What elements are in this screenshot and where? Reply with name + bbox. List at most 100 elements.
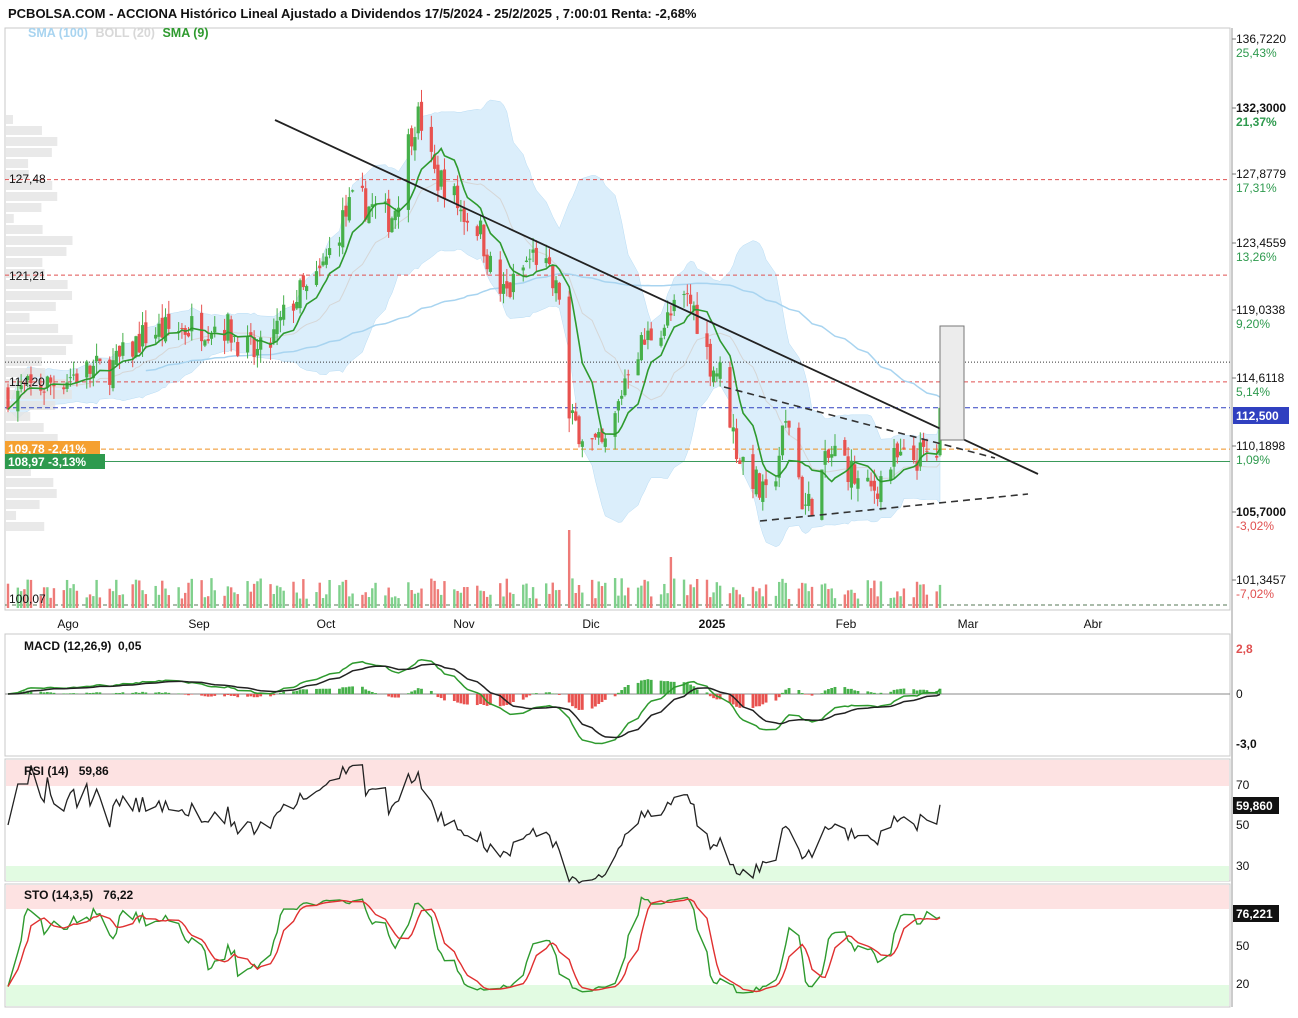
macd-histogram-bar [407,693,410,694]
macd-histogram-bar [545,692,548,694]
candle-body [568,297,571,419]
candle-body [430,127,433,152]
macd-histogram-bar [207,694,210,697]
volume-bar [46,587,48,608]
legend-boll[interactable]: BOLL (20) [95,26,155,40]
candle-body [275,321,278,334]
candle-body [912,446,915,460]
volume-profile-bar [5,192,57,201]
candle-body [351,190,354,191]
macd-histogram-bar [371,692,374,694]
legend-sma9[interactable]: SMA (9) [162,26,208,40]
candle-body [709,344,712,377]
macd-histogram-bar [870,692,873,694]
macd-histogram-bar [528,694,531,695]
macd-histogram-bar [397,694,400,698]
volume-bar [831,588,833,608]
volume-bar [798,589,800,608]
candle-body [131,341,134,356]
candle-body [49,377,52,382]
volume-bar [742,597,744,608]
volume-profile-bar [5,203,41,212]
macd-histogram-bar [896,689,899,694]
macd-histogram-bar [548,692,551,694]
volume-bar [351,593,353,608]
price-tick-label: 136,7220 [1236,32,1286,46]
volume-bar [191,579,193,608]
volume-bar [253,584,255,608]
candle-body [508,282,511,296]
candle-body [735,428,738,459]
volume-bar [161,581,163,608]
macd-histogram-bar [788,688,791,694]
candle-body [502,284,505,294]
macd-histogram-bar [535,693,538,694]
macd-histogram-bar [571,694,574,706]
candle-body [466,221,469,223]
chart-title: PCBOLSA.COM - ACCIONA Histórico Lineal A… [8,6,696,21]
volume-bar [466,587,468,608]
macd-histogram-bar [738,694,741,708]
macd-histogram-bar [643,680,646,694]
candle-body [157,324,160,337]
candle-body [75,373,78,382]
macd-histogram-bar [709,694,712,696]
volume-bar [361,595,363,608]
volume-bar [890,598,892,608]
candle-body [784,421,787,422]
volume-bar [292,582,294,608]
volume-bar [368,597,370,608]
price-pct-label: -7,02% [1236,587,1274,601]
macd-histogram-bar [804,694,807,695]
candle-body [643,340,646,345]
volume-bar [456,591,458,608]
macd-histogram-bar [361,687,364,694]
price-pct-label: 21,37% [1236,115,1277,129]
candle-body [180,328,183,329]
candle-body [321,261,324,265]
sto-oversold-zone [6,985,1229,1006]
volume-bar [670,557,672,608]
macd-histogram-bar [272,694,275,695]
volume-bar [903,588,905,608]
volume-bar [558,590,560,608]
macd-histogram-bar [410,692,413,694]
candle-body [545,258,548,263]
volume-bar [99,597,101,608]
volume-bar [342,582,344,608]
volume-bar [683,580,685,608]
macd-histogram-bar [325,689,328,694]
macd-histogram-bar [820,693,823,694]
volume-bar [876,596,878,608]
volume-bar [233,592,235,608]
volume-bar [371,588,373,608]
volume-profile-bar [5,423,44,432]
macd-histogram-bar [696,689,699,694]
volume-bar [479,591,481,608]
legend-sma100[interactable]: SMA (100) [28,26,88,40]
volume-bar [614,578,616,608]
candle-body [741,457,744,462]
volume-bar [867,580,869,608]
volume-bar [476,586,478,608]
macd-histogram-bar [824,690,827,694]
macd-histogram-bar [374,693,377,694]
candle-body [121,342,124,356]
volume-bar [135,580,137,608]
macd-histogram-bar [299,689,302,694]
candle-body [141,325,144,346]
macd-histogram-bar [256,694,259,697]
volume-profile-bar [5,247,66,256]
macd-histogram-bar [850,689,853,694]
macd-histogram-bar [246,694,249,697]
volume-bar [663,584,665,608]
candle-body [666,312,669,325]
volume-profile-bar [5,500,40,509]
volume-bar [598,581,600,608]
volume-bar [732,587,734,608]
macd-histogram-bar [525,694,528,697]
rsi-label: RSI (14) [24,764,69,778]
macd-title: MACD (12,26,9) 0,05 [24,639,141,653]
candle-body [774,481,777,486]
volume-bar [282,591,284,608]
